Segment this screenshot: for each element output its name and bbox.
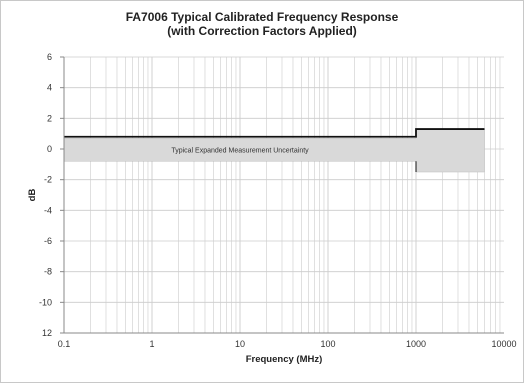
x-tick-label: 100	[320, 339, 335, 349]
chart-title: FA7006 Typical Calibrated Frequency Resp…	[125, 10, 399, 24]
response-series	[64, 128, 485, 172]
y-tick-label: -10	[39, 297, 52, 307]
y-tick-label: 4	[47, 83, 52, 93]
y-tick-label: -4	[44, 205, 52, 215]
y-tick-label: -8	[44, 267, 52, 277]
x-tick-label: 0.1	[58, 339, 71, 349]
x-tick-label: 1	[149, 339, 154, 349]
x-tick-label: 10	[235, 339, 245, 349]
y-tick-label: 12	[42, 328, 52, 338]
chart-subtitle: (with Correction Factors Applied)	[167, 24, 357, 38]
chart-title-block: FA7006 Typical Calibrated Frequency Resp…	[0, 10, 524, 38]
x-tick-label: 10000	[491, 339, 516, 349]
grid	[63, 56, 504, 334]
x-tick-label: 1000	[406, 339, 426, 349]
axes: 6 4 2 0 -2 -4 -6 -8 -10 12 0.1 1 10 100 1000 10000	[39, 52, 517, 349]
response-line	[64, 128, 485, 138]
y-tick-label: 2	[47, 113, 52, 123]
x-axis-label: Frequency (MHz)	[246, 354, 323, 365]
uncertainty-band-label: Typical Expanded Measurement Uncertainty	[171, 147, 309, 154]
y-axis-label: dB	[27, 189, 38, 202]
y-tick-label: 0	[47, 144, 52, 154]
y-tick-label: 6	[47, 52, 52, 62]
y-tick-label: -2	[44, 175, 52, 185]
y-tick-label: -6	[44, 236, 52, 246]
